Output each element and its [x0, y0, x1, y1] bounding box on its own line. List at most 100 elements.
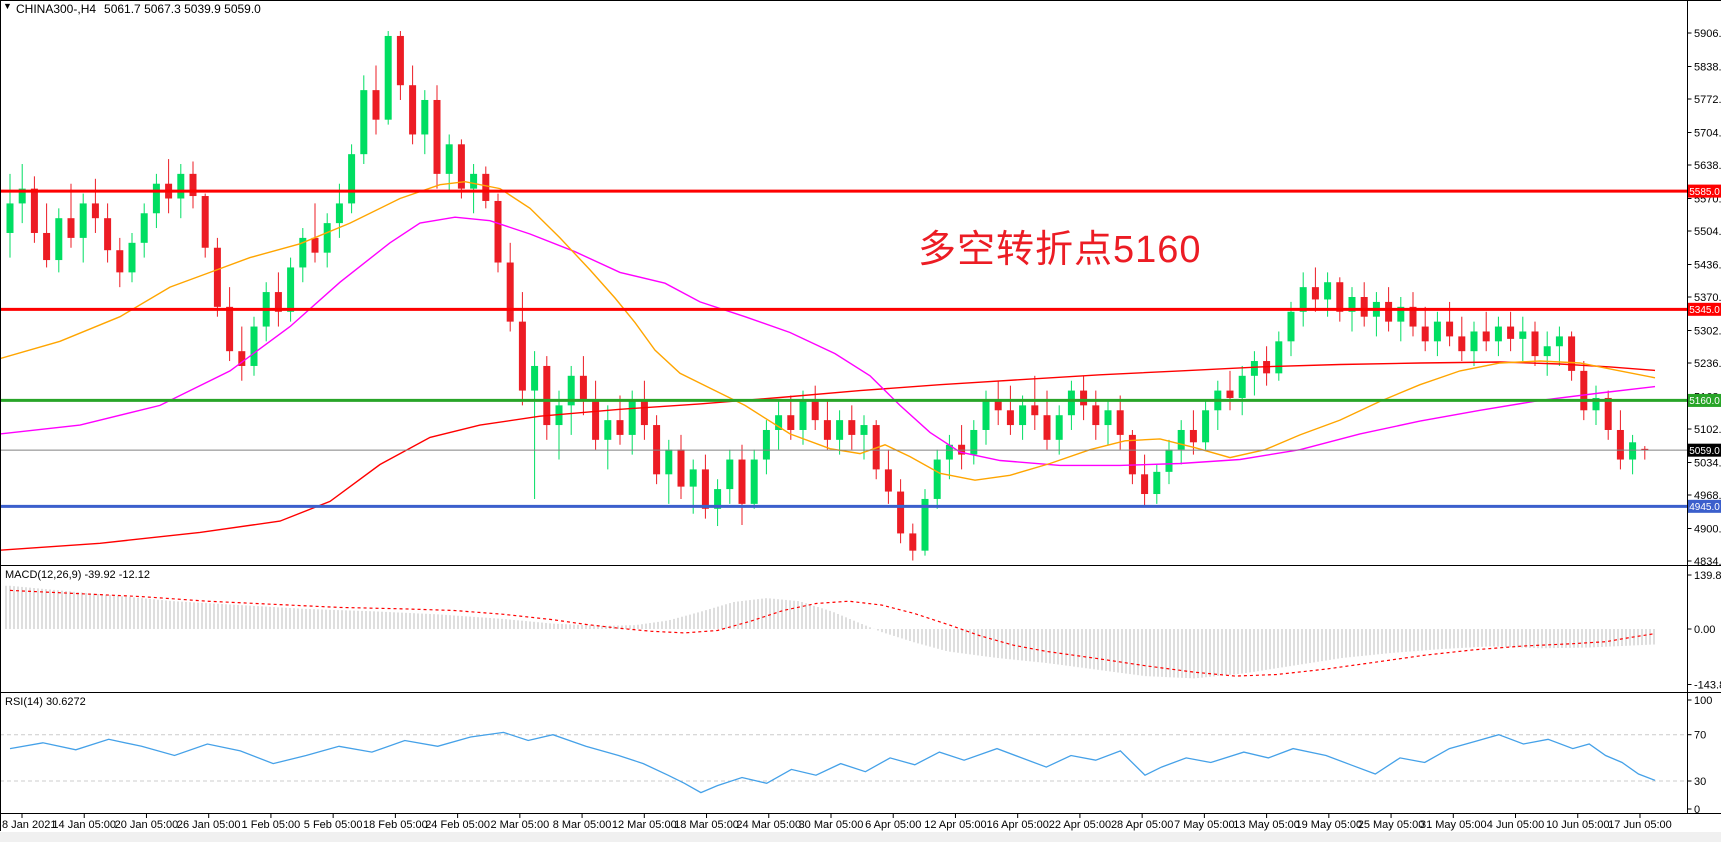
- current-price-badge: 5059.0: [1689, 446, 1720, 457]
- candle-body: [18, 188, 26, 204]
- price-tick-label: 5236.0: [1694, 358, 1721, 370]
- time-tick-label: 24 Feb 05:00: [425, 819, 490, 831]
- rsi-panel[interactable]: [0, 731, 1688, 794]
- price-axis[interactable]: 5906.05838.05772.05704.05638.05570.05504…: [1687, 28, 1721, 816]
- macd-indicator-label: MACD(12,26,9) -39.92 -12.12: [5, 569, 150, 581]
- candle-body: [91, 203, 99, 219]
- time-tick-label: 12 Mar 05:00: [612, 819, 677, 831]
- main-price-panel[interactable]: [0, 31, 1688, 561]
- time-tick-label: 26 Jan 05:00: [177, 819, 241, 831]
- level-price-badge-bg: [1688, 302, 1721, 316]
- candle-body: [1275, 341, 1283, 374]
- candle-body: [299, 237, 307, 268]
- candle-body: [518, 321, 526, 391]
- candle-body: [921, 498, 929, 551]
- candle-body: [897, 491, 905, 534]
- ma-orange-fast-line: [0, 180, 1656, 481]
- candle-body: [213, 247, 221, 307]
- macd-main-value: -39.92: [84, 569, 116, 581]
- candle-body: [945, 444, 953, 460]
- macd-panel[interactable]: [5, 585, 1656, 679]
- price-tick-label: 4900.0: [1694, 523, 1721, 535]
- candle-body: [79, 203, 87, 238]
- symbol-header: CHINA300-,H4 5061.7 5067.3 5039.9 5059.0: [16, 2, 261, 16]
- candle-body: [177, 173, 185, 199]
- candle-body: [1116, 410, 1124, 435]
- candle-body: [1250, 361, 1258, 376]
- candle-body: [1055, 415, 1063, 440]
- candle-body: [1189, 429, 1197, 443]
- candle-body: [323, 223, 331, 253]
- candle-body: [104, 218, 112, 251]
- time-tick-label: 20 Jan 05:00: [115, 819, 179, 831]
- candle-body: [1568, 336, 1576, 371]
- candle-body: [335, 203, 343, 224]
- candle-body: [274, 292, 282, 312]
- candle-body: [55, 218, 63, 261]
- candle-body: [116, 250, 124, 273]
- candle-body: [848, 420, 856, 435]
- candle-body: [714, 489, 722, 509]
- price-tick-label: 5302.0: [1694, 325, 1721, 337]
- candle-body: [531, 365, 539, 391]
- rsi-tick-label: 30: [1694, 776, 1706, 788]
- candle-body: [1141, 474, 1149, 495]
- time-tick-label: 19 May 05:00: [1296, 819, 1363, 831]
- time-tick-label: 18 Mar 05:00: [674, 819, 739, 831]
- candle-body: [640, 400, 648, 426]
- candle-body: [128, 242, 136, 273]
- candle-body: [1641, 448, 1649, 451]
- candle-body: [384, 35, 392, 120]
- price-tick-label: 5638.0: [1694, 160, 1721, 172]
- candlestick-series: [6, 31, 1649, 561]
- candle-body: [445, 144, 453, 174]
- candle-body: [1287, 311, 1295, 342]
- candle-body: [1177, 429, 1185, 450]
- time-tick-label: 22 Apr 05:00: [1049, 819, 1111, 831]
- candle-body: [1348, 297, 1356, 312]
- candle-body: [787, 415, 795, 430]
- price-tick-label: 5436.0: [1694, 259, 1721, 271]
- candle-body: [994, 400, 1002, 411]
- symbol-dropdown-icon[interactable]: ▼: [3, 1, 12, 11]
- candle-body: [1543, 346, 1551, 357]
- candle-body: [970, 429, 978, 455]
- time-tick-label: 8 Mar 05:00: [553, 819, 612, 831]
- candle-body: [1592, 397, 1600, 411]
- time-tick-label: 10 Jun 05:00: [1546, 819, 1610, 831]
- macd-tick-label: 139.86: [1694, 570, 1721, 582]
- candle-body: [799, 400, 807, 430]
- candle-body: [1470, 331, 1478, 352]
- candle-body: [592, 400, 600, 440]
- level-price-badge: 5345.0: [1689, 305, 1720, 316]
- time-tick-label: 2 Mar 05:00: [490, 819, 549, 831]
- price-tick-label: 5906.0: [1694, 28, 1721, 40]
- time-tick-label: 25 May 05:00: [1358, 819, 1425, 831]
- time-tick-label: 8 Jan 2021: [2, 819, 56, 831]
- candle-body: [775, 415, 783, 430]
- candle-body: [750, 459, 758, 504]
- candle-body: [1128, 434, 1136, 475]
- time-tick-label: 13 May 05:00: [1233, 819, 1300, 831]
- ohlc-readout: 5061.7 5067.3 5039.9 5059.0: [104, 2, 261, 16]
- rsi-tick-label: 100: [1694, 695, 1712, 707]
- candle-body: [6, 203, 14, 233]
- candle-body: [616, 420, 624, 435]
- candle-body: [1531, 331, 1539, 357]
- candle-body: [482, 173, 490, 201]
- chart-annotation-text: 多空转折点5160: [918, 229, 1202, 271]
- candle-body: [1311, 287, 1319, 300]
- level-price-badge-bg: [1688, 499, 1721, 513]
- window-bottom-strip: [0, 832, 1721, 842]
- candle-body: [1019, 405, 1027, 426]
- rsi-tick-label: 0: [1694, 804, 1700, 816]
- price-tick-label: 5370.0: [1694, 292, 1721, 304]
- candle-body: [1299, 287, 1307, 312]
- candle-body: [1153, 471, 1161, 495]
- macd-signal-value: -12.12: [118, 569, 150, 581]
- price-tick-label: 4834.0: [1694, 556, 1721, 568]
